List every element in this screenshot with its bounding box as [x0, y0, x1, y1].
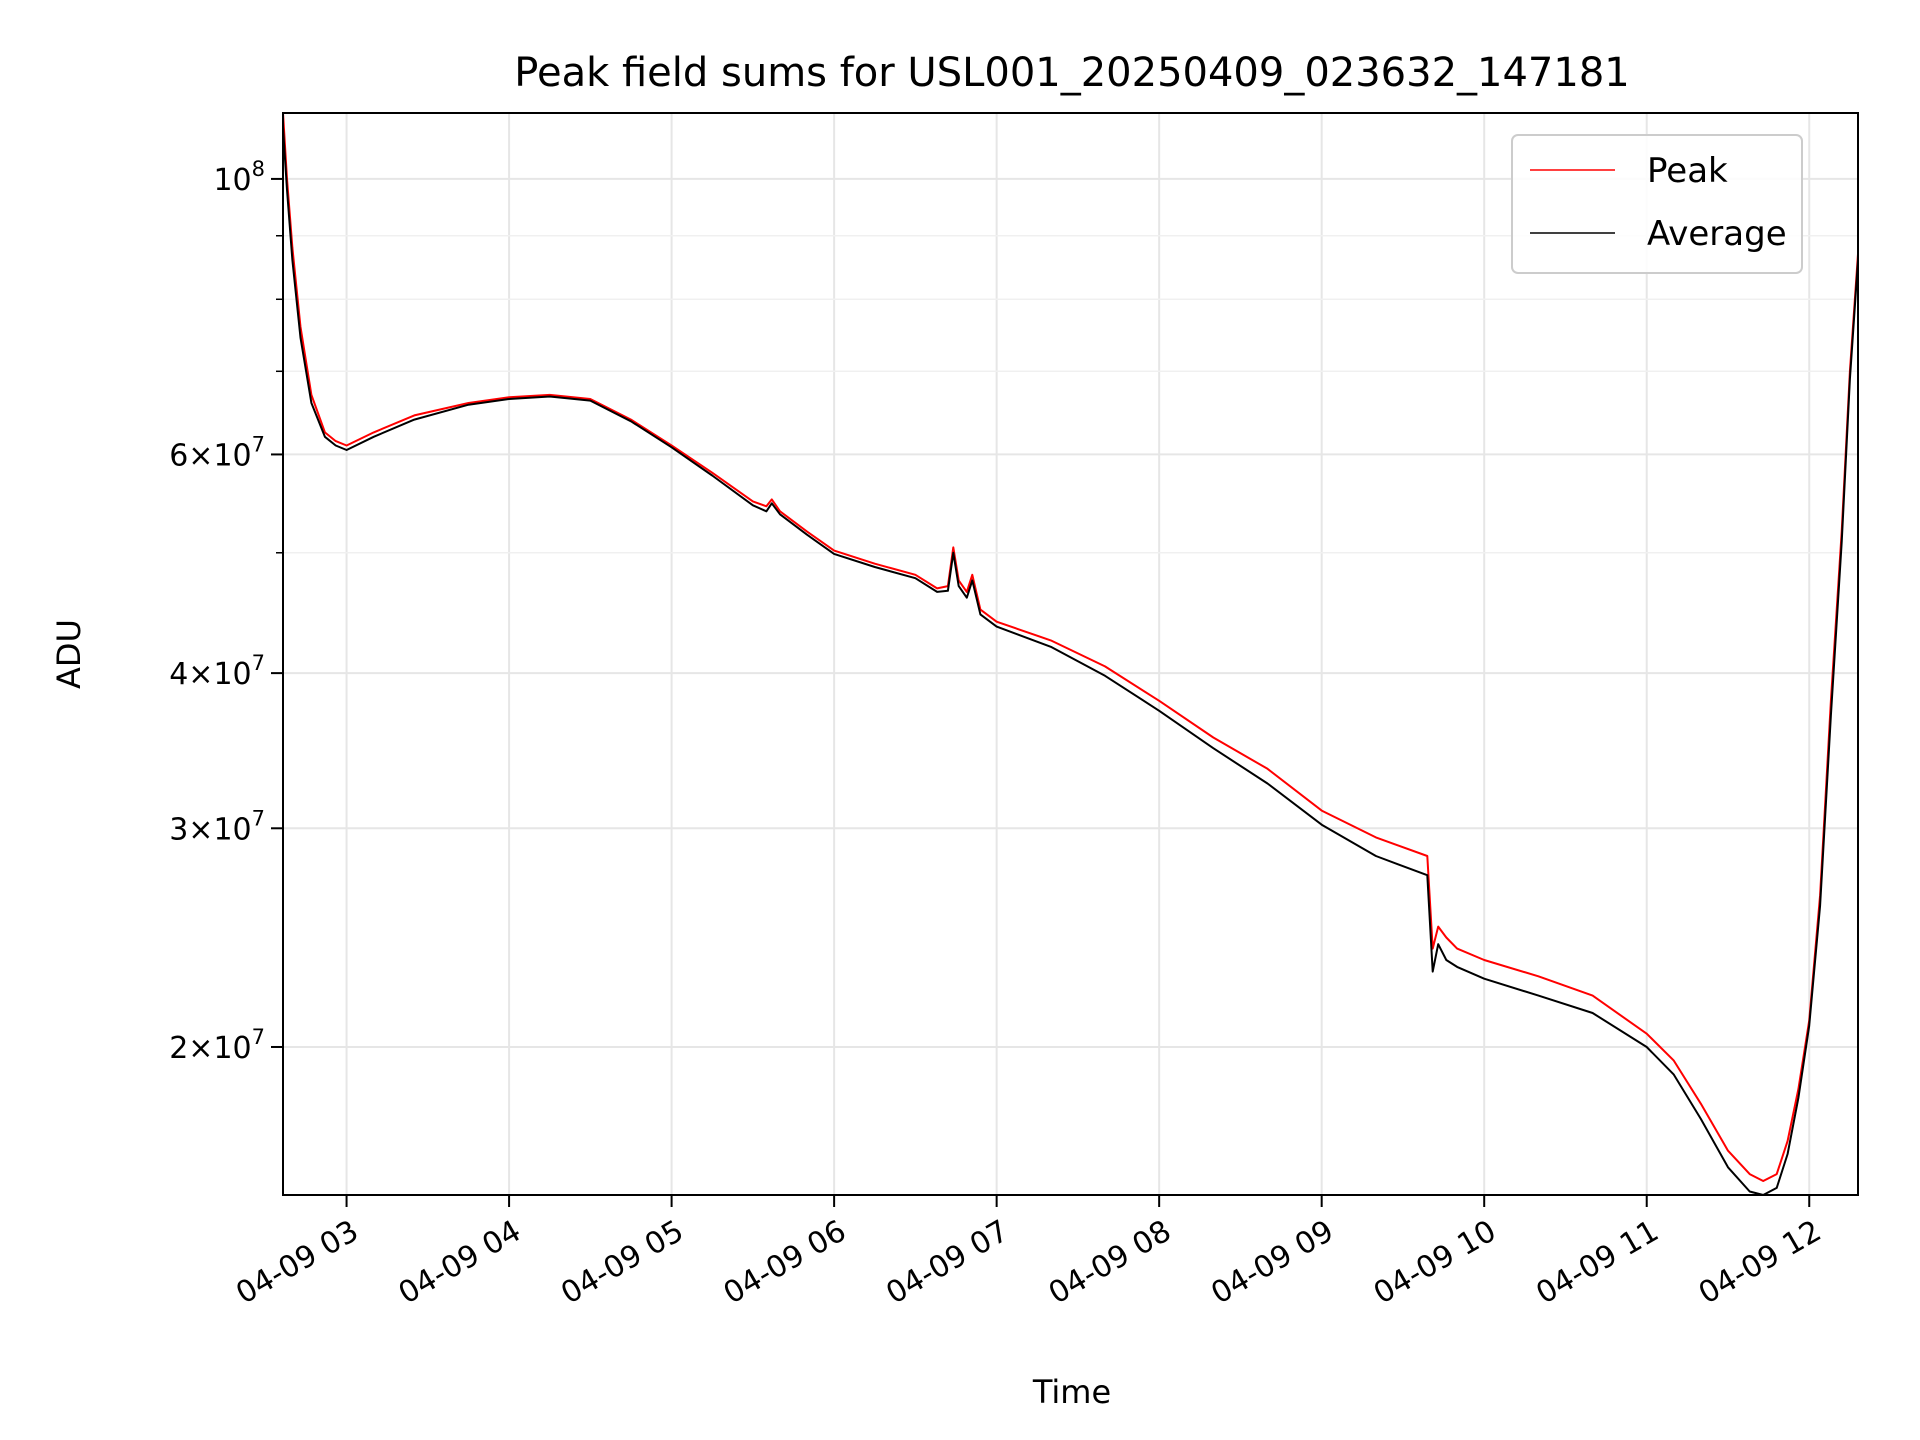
plot-frame	[282, 112, 1859, 1196]
y-tick-label: 3×107	[169, 806, 265, 847]
y-tick-label: 4×107	[169, 651, 265, 692]
y-tick-exponent: 7	[252, 806, 265, 830]
chart-title: Peak field sums for USL001_20250409_0236…	[514, 50, 1629, 96]
y-axis-title: ADU	[50, 619, 88, 689]
series-line-average	[282, 127, 1859, 1196]
x-axis-title: Time	[1032, 1373, 1111, 1411]
series-line-peak	[282, 112, 1859, 1182]
y-tick-exponent: 8	[252, 157, 265, 181]
y-tick-exponent: 7	[252, 432, 265, 456]
y-tick-exponent: 7	[252, 1025, 265, 1049]
plot-area	[282, 112, 1859, 1196]
legend-label-average: Average	[1647, 214, 1787, 254]
y-tick-label: 2×107	[169, 1025, 265, 1066]
y-tick-label: 6×107	[169, 432, 265, 473]
legend: Peak Average	[1511, 134, 1803, 274]
y-tick-exponent: 7	[252, 651, 265, 675]
legend-label-peak: Peak	[1647, 151, 1728, 191]
